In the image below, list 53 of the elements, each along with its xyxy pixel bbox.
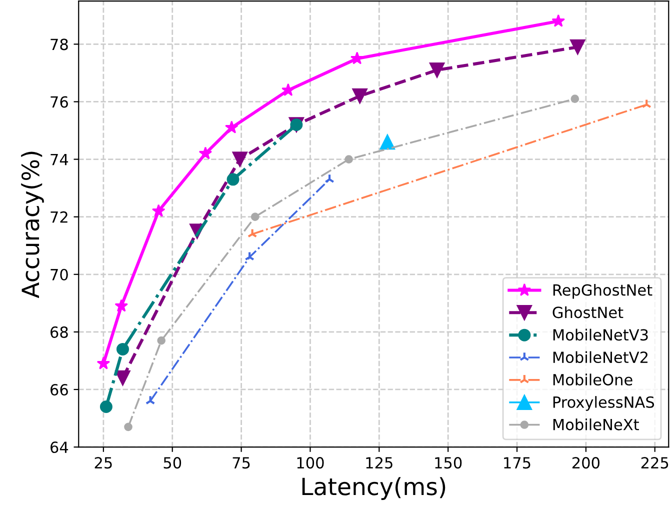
point [380,134,396,150]
point [116,342,129,356]
point [429,62,445,78]
point [570,94,580,104]
x-tick-label: 100 [297,457,324,469]
x-tick-label: 200 [572,457,600,469]
point [96,356,110,370]
x-tick-label: 225 [641,457,668,469]
x-axis-title: Latency(ms) [302,477,446,500]
point [115,370,130,386]
point [350,52,364,64]
point [114,299,128,312]
point [124,422,132,432]
legend-label: MobileOne [553,374,632,386]
point [247,228,258,238]
point [344,155,353,164]
point [244,251,254,261]
x-tick-label: 125 [366,457,392,469]
point [250,212,260,221]
y-tick-label: 68 [50,326,68,338]
y-axis-title: Accuracy(%) [21,152,44,298]
point [100,400,112,414]
x-tick-label: 75 [232,457,250,469]
y-tick-label: 64 [50,442,68,454]
x-tick-label: 50 [164,457,182,469]
point [145,395,156,404]
y-tick-label: 76 [50,96,68,108]
x-tick-label: 175 [504,457,530,469]
legend-label: GhostNet [552,306,624,318]
point [232,152,248,167]
legend-label: MobileNetV3 [553,328,648,341]
point [324,174,334,183]
x-tick-label: 25 [94,457,112,469]
legend-label: ProxylessNAS [553,396,654,411]
point [552,14,565,27]
y-tick-label: 74 [50,154,68,166]
point [226,173,240,186]
point [570,39,586,55]
point [225,120,238,134]
legend-label: MobileNetV2 [553,351,648,364]
legend-label: MobileNeXt [553,418,639,430]
y-tick-label: 70 [50,268,68,280]
point [157,336,166,345]
x-tick-label: 150 [435,457,462,469]
point [198,146,212,160]
y-tick-label: 78 [50,38,68,50]
legend-label: RepGhostNet [553,284,652,299]
point [152,204,166,217]
point [282,83,295,96]
point [352,88,368,104]
y-tick-label: 72 [50,211,68,223]
point [642,98,652,108]
y-tick-label: 66 [50,384,68,396]
